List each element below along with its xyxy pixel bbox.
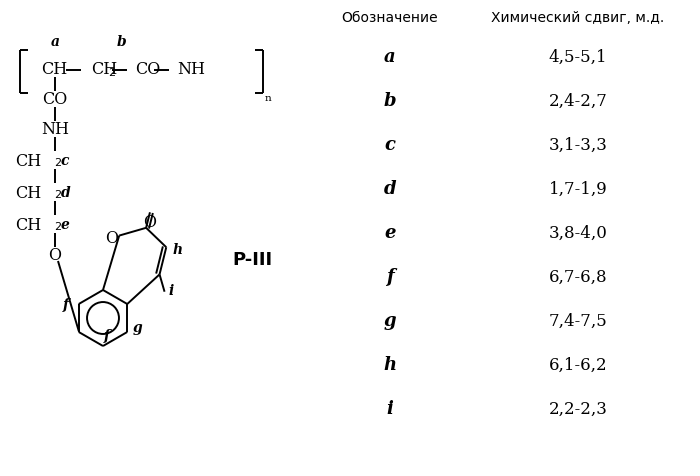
Text: a: a [384, 48, 395, 66]
Text: Обозначение: Обозначение [342, 11, 438, 25]
Text: 2: 2 [54, 158, 61, 168]
Text: 6,7-6,8: 6,7-6,8 [549, 268, 608, 286]
Text: 4,5-5,1: 4,5-5,1 [549, 49, 608, 66]
Text: O: O [105, 230, 118, 247]
Text: CH: CH [41, 61, 67, 79]
Text: 3,8-4,0: 3,8-4,0 [549, 225, 608, 241]
Text: d: d [384, 180, 396, 198]
Text: h: h [384, 356, 397, 374]
Text: CH: CH [15, 185, 41, 201]
Text: 2: 2 [108, 68, 115, 78]
Text: 2: 2 [54, 222, 61, 232]
Text: f: f [104, 329, 110, 343]
Text: 2,4-2,7: 2,4-2,7 [549, 92, 608, 109]
Text: O: O [144, 214, 156, 231]
Text: 3,1-3,3: 3,1-3,3 [549, 137, 608, 153]
Text: CO: CO [43, 90, 68, 108]
Text: O: O [48, 247, 62, 264]
Text: P-III: P-III [232, 251, 272, 269]
Text: b: b [117, 35, 127, 49]
Text: 2: 2 [54, 190, 61, 200]
Text: g: g [132, 321, 142, 335]
Text: CH: CH [15, 217, 41, 234]
Text: 6,1-6,2: 6,1-6,2 [549, 357, 608, 374]
Text: i: i [386, 400, 393, 418]
Text: f: f [63, 298, 69, 312]
Text: CO: CO [135, 61, 160, 79]
Text: g: g [384, 312, 396, 330]
Text: 7,4-7,5: 7,4-7,5 [549, 313, 608, 329]
Text: h: h [172, 243, 183, 257]
Text: c: c [61, 154, 69, 168]
Text: c: c [384, 136, 395, 154]
Text: Химический сдвиг, м.д.: Химический сдвиг, м.д. [491, 11, 664, 25]
Text: i: i [169, 284, 174, 298]
Text: b: b [384, 92, 396, 110]
Text: e: e [61, 218, 70, 232]
Text: 1,7-1,9: 1,7-1,9 [549, 180, 608, 198]
Text: f: f [386, 268, 394, 286]
Text: 2,2-2,3: 2,2-2,3 [549, 400, 608, 417]
Text: NH: NH [177, 61, 205, 79]
Text: NH: NH [41, 120, 69, 138]
Text: e: e [384, 224, 395, 242]
Text: CH: CH [15, 152, 41, 169]
Text: CH: CH [91, 61, 118, 79]
Text: a: a [50, 35, 60, 49]
Text: n: n [265, 94, 272, 103]
Text: d: d [61, 186, 71, 200]
